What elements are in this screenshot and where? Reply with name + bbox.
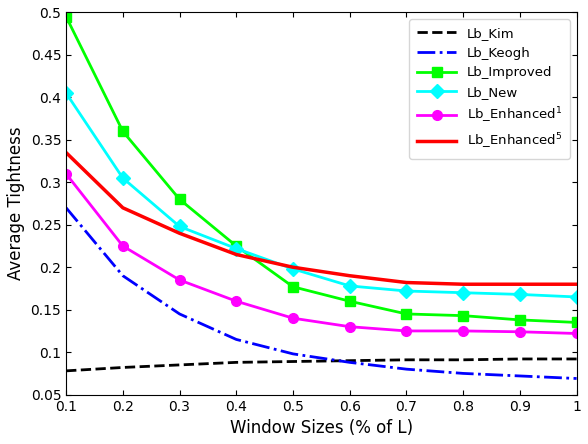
- Lb_Enhanced$^5$: [62, 150, 69, 155]
- Lb_Enhanced$^1$: [516, 329, 523, 334]
- X-axis label: Window Sizes (% of L): Window Sizes (% of L): [230, 419, 413, 437]
- Lb_Enhanced$^1$: [346, 324, 353, 329]
- Lb_Enhanced$^5$: [516, 281, 523, 287]
- Lb_New: [289, 266, 296, 272]
- Lb_Improved: [176, 197, 183, 202]
- Line: Lb_Improved: Lb_Improved: [61, 12, 582, 327]
- Line: Lb_New: Lb_New: [61, 88, 582, 302]
- Line: Lb_Kim: Lb_Kim: [66, 359, 577, 371]
- Lb_Kim: [176, 362, 183, 368]
- Lb_Enhanced$^5$: [119, 205, 126, 210]
- Lb_Enhanced$^5$: [289, 265, 296, 270]
- Lb_New: [62, 91, 69, 96]
- Lb_Kim: [62, 368, 69, 373]
- Lb_Kim: [119, 365, 126, 370]
- Line: Lb_Enhanced$^1$: Lb_Enhanced$^1$: [61, 169, 582, 338]
- Lb_Improved: [62, 14, 69, 20]
- Lb_Keogh: [573, 376, 580, 381]
- Lb_Improved: [119, 129, 126, 134]
- Lb_Keogh: [62, 205, 69, 210]
- Lb_New: [403, 288, 410, 293]
- Lb_Enhanced$^5$: [460, 281, 467, 287]
- Lb_Improved: [573, 320, 580, 325]
- Lb_Keogh: [460, 371, 467, 376]
- Lb_New: [176, 224, 183, 229]
- Lb_Kim: [460, 357, 467, 362]
- Lb_Kim: [289, 359, 296, 364]
- Lb_Enhanced$^1$: [233, 298, 240, 304]
- Lb_Improved: [289, 284, 296, 289]
- Lb_Enhanced$^1$: [62, 171, 69, 176]
- Lb_Keogh: [233, 337, 240, 342]
- Lb_Improved: [516, 317, 523, 322]
- Line: Lb_Enhanced$^5$: Lb_Enhanced$^5$: [66, 153, 577, 284]
- Lb_Kim: [516, 356, 523, 361]
- Lb_Enhanced$^1$: [119, 243, 126, 249]
- Lb_Improved: [403, 311, 410, 317]
- Lb_Enhanced$^5$: [573, 281, 580, 287]
- Lb_Keogh: [119, 273, 126, 278]
- Lb_Enhanced$^1$: [289, 316, 296, 321]
- Lb_Enhanced$^1$: [460, 328, 467, 333]
- Lb_Enhanced$^5$: [346, 273, 353, 278]
- Lb_Enhanced$^5$: [233, 252, 240, 257]
- Lb_Improved: [346, 298, 353, 304]
- Lb_New: [460, 290, 467, 295]
- Lb_Keogh: [176, 311, 183, 317]
- Lb_Keogh: [289, 351, 296, 357]
- Lb_New: [516, 292, 523, 297]
- Lb_New: [233, 246, 240, 251]
- Legend: Lb_Kim, Lb_Keogh, Lb_Improved, Lb_New, Lb_Enhanced$^1$, Lb_Enhanced$^5$: Lb_Kim, Lb_Keogh, Lb_Improved, Lb_New, L…: [409, 19, 570, 159]
- Y-axis label: Average Tightness: Average Tightness: [7, 127, 25, 280]
- Lb_New: [573, 294, 580, 300]
- Lb_Keogh: [346, 360, 353, 365]
- Lb_Kim: [403, 357, 410, 362]
- Line: Lb_Keogh: Lb_Keogh: [66, 208, 577, 378]
- Lb_Enhanced$^5$: [176, 230, 183, 236]
- Lb_Keogh: [403, 366, 410, 372]
- Lb_Enhanced$^5$: [403, 280, 410, 285]
- Lb_New: [119, 175, 126, 181]
- Lb_New: [346, 283, 353, 289]
- Lb_Kim: [573, 356, 580, 361]
- Lb_Enhanced$^1$: [176, 278, 183, 283]
- Lb_Keogh: [516, 373, 523, 379]
- Lb_Kim: [346, 358, 353, 363]
- Lb_Enhanced$^1$: [403, 328, 410, 333]
- Lb_Enhanced$^1$: [573, 331, 580, 336]
- Lb_Improved: [460, 313, 467, 318]
- Lb_Improved: [233, 243, 240, 249]
- Lb_Kim: [233, 360, 240, 365]
